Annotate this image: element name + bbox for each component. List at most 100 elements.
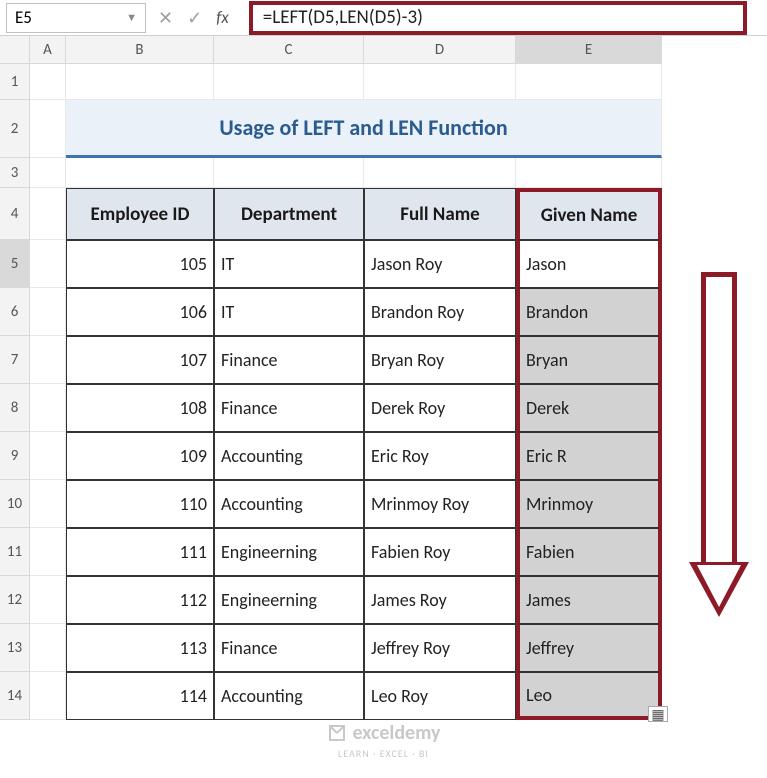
cell-given-name[interactable]: Bryan [516, 336, 662, 384]
cell-given-name[interactable]: Fabien [516, 528, 662, 576]
cell-given-name[interactable]: Eric R [516, 432, 662, 480]
row-header-13[interactable]: 13 [0, 624, 30, 672]
empty-cell[interactable] [30, 64, 66, 100]
cell-department[interactable]: Engineerning [214, 528, 364, 576]
watermark-tagline: LEARN · EXCEL · BI [338, 747, 429, 760]
row-header-9[interactable]: 9 [0, 432, 30, 480]
cell-full-name[interactable]: Leo Roy [364, 672, 516, 720]
fx-icon[interactable]: fx [216, 7, 237, 28]
formula-bar-icons: ✕ ✓ fx [146, 7, 249, 29]
cell-employee-id[interactable]: 106 [66, 288, 214, 336]
cell-given-name[interactable]: Jeffrey [516, 624, 662, 672]
table-header: Department [214, 188, 364, 240]
empty-cell[interactable] [516, 158, 662, 188]
name-box-value: E5 [15, 7, 32, 28]
cell-employee-id[interactable]: 110 [66, 480, 214, 528]
cell-department[interactable]: Accounting [214, 432, 364, 480]
empty-cell[interactable] [30, 672, 66, 720]
column-header-C[interactable]: C [214, 36, 364, 64]
empty-cell[interactable] [30, 480, 66, 528]
cell-employee-id[interactable]: 114 [66, 672, 214, 720]
cell-full-name[interactable]: James Roy [364, 576, 516, 624]
cell-employee-id[interactable]: 108 [66, 384, 214, 432]
empty-cell[interactable] [30, 336, 66, 384]
empty-cell[interactable] [30, 100, 66, 158]
cell-department[interactable]: IT [214, 288, 364, 336]
column-header-D[interactable]: D [364, 36, 516, 64]
row-header-6[interactable]: 6 [0, 288, 30, 336]
cell-full-name[interactable]: Eric Roy [364, 432, 516, 480]
cell-department[interactable]: IT [214, 240, 364, 288]
cancel-icon[interactable]: ✕ [158, 7, 173, 29]
empty-cell[interactable] [30, 240, 66, 288]
row-header-7[interactable]: 7 [0, 336, 30, 384]
formula-input[interactable]: =LEFT(D5,LEN(D5)-3) [249, 1, 747, 35]
confirm-icon[interactable]: ✓ [187, 7, 202, 29]
cell-department[interactable]: Accounting [214, 672, 364, 720]
cell-department[interactable]: Accounting [214, 480, 364, 528]
cell-full-name[interactable]: Fabien Roy [364, 528, 516, 576]
cell-full-name[interactable]: Derek Roy [364, 384, 516, 432]
cell-given-name[interactable]: Derek [516, 384, 662, 432]
column-headers: ABCDE [30, 36, 767, 64]
empty-cell[interactable] [66, 158, 214, 188]
row-header-14[interactable]: 14 [0, 672, 30, 720]
empty-cell[interactable] [364, 64, 516, 100]
cell-employee-id[interactable]: 111 [66, 528, 214, 576]
row-header-3[interactable]: 3 [0, 158, 30, 188]
table-header: Given Name [516, 188, 662, 240]
cell-department[interactable]: Finance [214, 336, 364, 384]
row-header-2[interactable]: 2 [0, 100, 30, 158]
empty-cell[interactable] [30, 384, 66, 432]
empty-cell[interactable] [30, 528, 66, 576]
cell-given-name[interactable]: James [516, 576, 662, 624]
empty-cell[interactable] [30, 576, 66, 624]
formula-bar-row: E5 ▼ ✕ ✓ fx =LEFT(D5,LEN(D5)-3) [0, 0, 767, 36]
empty-cell[interactable] [30, 432, 66, 480]
cell-given-name[interactable]: Leo▦ [516, 672, 662, 720]
empty-cell[interactable] [30, 158, 66, 188]
empty-cell[interactable] [364, 158, 516, 188]
column-header-E[interactable]: E [516, 36, 662, 64]
row-header-4[interactable]: 4 [0, 188, 30, 240]
cell-full-name[interactable]: Jeffrey Roy [364, 624, 516, 672]
cell-employee-id[interactable]: 113 [66, 624, 214, 672]
empty-cell[interactable] [30, 624, 66, 672]
cell-full-name[interactable]: Mrinmoy Roy [364, 480, 516, 528]
chevron-down-icon[interactable]: ▼ [126, 11, 137, 24]
empty-cell[interactable] [30, 188, 66, 240]
row-header-11[interactable]: 11 [0, 528, 30, 576]
cell-department[interactable]: Finance [214, 384, 364, 432]
column-header-A[interactable]: A [30, 36, 66, 64]
table-header: Full Name [364, 188, 516, 240]
cell-given-name[interactable]: Brandon [516, 288, 662, 336]
cell-full-name[interactable]: Bryan Roy [364, 336, 516, 384]
row-header-5[interactable]: 5 [0, 240, 30, 288]
cell-department[interactable]: Engineerning [214, 576, 364, 624]
cell-employee-id[interactable]: 105 [66, 240, 214, 288]
cell-full-name[interactable]: Brandon Roy [364, 288, 516, 336]
empty-cell[interactable] [30, 288, 66, 336]
empty-cell[interactable] [214, 158, 364, 188]
down-arrow-annotation [689, 272, 749, 622]
cell-full-name[interactable]: Jason Roy [364, 240, 516, 288]
cells-area: Usage of LEFT and LEN FunctionEmployee I… [30, 64, 662, 720]
cell-given-name[interactable]: Mrinmoy [516, 480, 662, 528]
row-header-10[interactable]: 10 [0, 480, 30, 528]
empty-cell[interactable] [516, 64, 662, 100]
empty-cell[interactable] [66, 64, 214, 100]
column-header-B[interactable]: B [66, 36, 214, 64]
cell-given-name[interactable]: Jason [516, 240, 662, 288]
autofill-options-icon[interactable]: ▦ [648, 706, 668, 722]
cell-employee-id[interactable]: 112 [66, 576, 214, 624]
row-header-12[interactable]: 12 [0, 576, 30, 624]
cell-department[interactable]: Finance [214, 624, 364, 672]
name-box[interactable]: E5 ▼ [6, 3, 146, 33]
select-all-corner[interactable] [0, 36, 30, 64]
empty-cell[interactable] [214, 64, 364, 100]
row-header-1[interactable]: 1 [0, 64, 30, 100]
cell-employee-id[interactable]: 109 [66, 432, 214, 480]
cell-employee-id[interactable]: 107 [66, 336, 214, 384]
row-headers: 1234567891011121314 [0, 64, 30, 720]
row-header-8[interactable]: 8 [0, 384, 30, 432]
